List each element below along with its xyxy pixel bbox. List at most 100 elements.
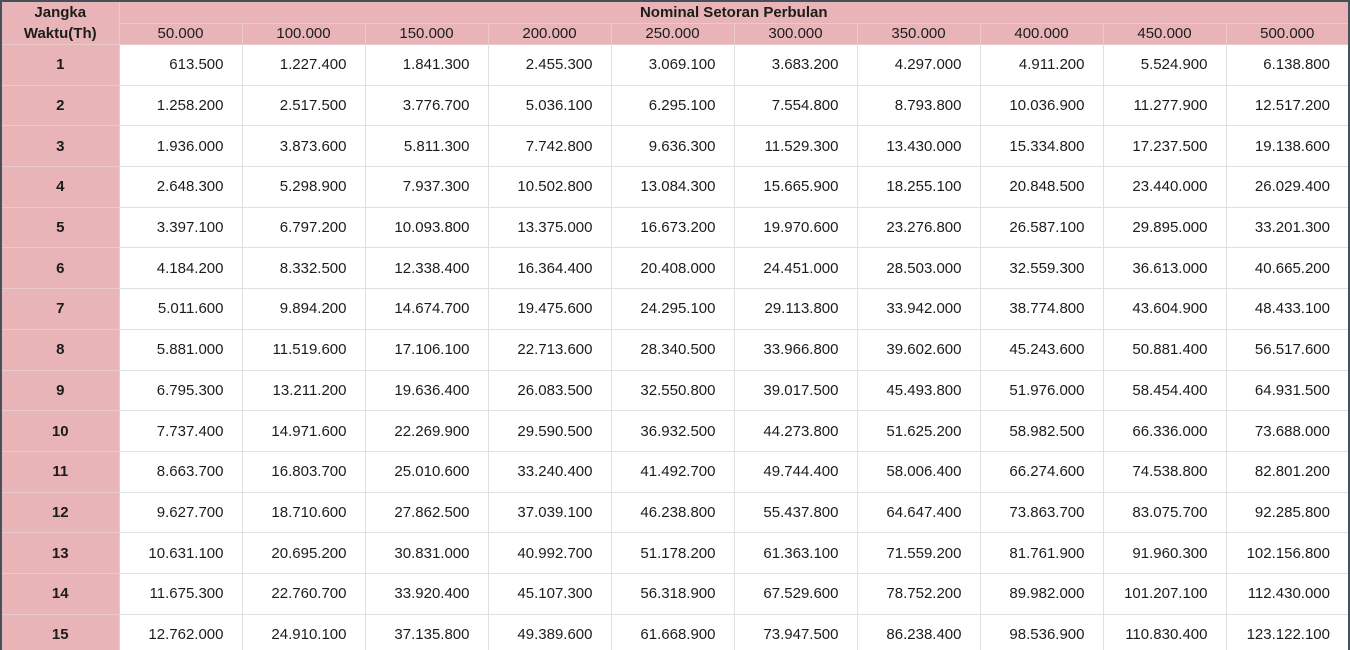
row-label: 5 bbox=[0, 206, 120, 249]
table-row: 6 4.184.200 8.332.500 12.338.400 16.364.400 2… bbox=[0, 247, 1350, 290]
cell-value: 11.519.600 bbox=[241, 328, 366, 371]
cell-value: 29.895.000 bbox=[1102, 206, 1227, 249]
row-label: 7 bbox=[0, 288, 120, 330]
cell-value: 32.550.800 bbox=[610, 369, 735, 412]
column-header: 100.000 bbox=[241, 22, 366, 46]
cell-value: 15.665.900 bbox=[733, 166, 858, 208]
cell-value: 5.298.900 bbox=[241, 166, 366, 208]
row-label: 6 bbox=[0, 247, 120, 290]
row-label: 12 bbox=[0, 491, 120, 534]
cell-value: 19.138.600 bbox=[1225, 125, 1350, 168]
cell-value: 25.010.600 bbox=[364, 450, 489, 493]
cell-value: 33.942.000 bbox=[856, 288, 981, 330]
cell-value: 7.554.800 bbox=[733, 84, 858, 127]
cell-value: 22.713.600 bbox=[487, 328, 612, 371]
group-header-row: Jangka Waktu(Th) Nominal Setoran Perbula… bbox=[0, 0, 1350, 45]
cell-value: 10.036.900 bbox=[979, 84, 1104, 127]
cell-value: 12.517.200 bbox=[1225, 84, 1350, 127]
cell-value: 19.970.600 bbox=[733, 206, 858, 249]
row-label: 10 bbox=[0, 410, 120, 452]
table-row: 10 7.737.400 14.971.600 22.269.900 29.590.50… bbox=[0, 410, 1350, 452]
cell-value: 45.107.300 bbox=[487, 572, 612, 615]
cell-value: 64.931.500 bbox=[1225, 369, 1350, 412]
cell-value: 9.894.200 bbox=[241, 288, 366, 330]
cell-value: 112.430.000 bbox=[1225, 572, 1350, 615]
cell-value: 9.636.300 bbox=[610, 125, 735, 168]
cell-value: 41.492.700 bbox=[610, 450, 735, 493]
cell-value: 37.039.100 bbox=[487, 491, 612, 534]
cell-value: 10.093.800 bbox=[364, 206, 489, 249]
column-header: 50.000 bbox=[118, 22, 243, 46]
cell-value: 1.258.200 bbox=[118, 84, 243, 127]
cell-value: 3.683.200 bbox=[733, 44, 858, 86]
row-label: 11 bbox=[0, 450, 120, 493]
row-label: 15 bbox=[0, 613, 120, 650]
cell-value: 39.602.600 bbox=[856, 328, 981, 371]
cell-value: 20.408.000 bbox=[610, 247, 735, 290]
group-header: Nominal Setoran Perbulan bbox=[118, 0, 1350, 24]
cell-value: 6.138.800 bbox=[1225, 44, 1350, 86]
table-row: 12 9.627.700 18.710.600 27.862.500 37.039.10… bbox=[0, 491, 1350, 534]
table-row: 8 5.881.000 11.519.600 17.106.100 22.713.600… bbox=[0, 328, 1350, 371]
cell-value: 4.184.200 bbox=[118, 247, 243, 290]
cell-value: 81.761.900 bbox=[979, 532, 1104, 574]
column-header: 500.000 bbox=[1225, 22, 1350, 46]
cell-value: 33.966.800 bbox=[733, 328, 858, 371]
cell-value: 10.502.800 bbox=[487, 166, 612, 208]
cell-value: 40.992.700 bbox=[487, 532, 612, 574]
row-label: 13 bbox=[0, 532, 120, 574]
cell-value: 6.795.300 bbox=[118, 369, 243, 412]
cell-value: 26.083.500 bbox=[487, 369, 612, 412]
row-label: 2 bbox=[0, 84, 120, 127]
table-row: 15 12.762.000 24.910.100 37.135.800 49.389.6… bbox=[0, 613, 1350, 650]
cell-value: 33.920.400 bbox=[364, 572, 489, 615]
cell-value: 4.911.200 bbox=[979, 44, 1104, 86]
cell-value: 11.529.300 bbox=[733, 125, 858, 168]
row-label: 14 bbox=[0, 572, 120, 615]
cell-value: 1.936.000 bbox=[118, 125, 243, 168]
cell-value: 33.201.300 bbox=[1225, 206, 1350, 249]
cell-value: 51.625.200 bbox=[856, 410, 981, 452]
cell-value: 6.797.200 bbox=[241, 206, 366, 249]
cell-value: 17.106.100 bbox=[364, 328, 489, 371]
cell-value: 110.830.400 bbox=[1102, 613, 1227, 650]
cell-value: 49.744.400 bbox=[733, 450, 858, 493]
cell-value: 38.774.800 bbox=[979, 288, 1104, 330]
cell-value: 55.437.800 bbox=[733, 491, 858, 534]
cell-value: 5.881.000 bbox=[118, 328, 243, 371]
row-label: 8 bbox=[0, 328, 120, 371]
cell-value: 6.295.100 bbox=[610, 84, 735, 127]
cell-value: 67.529.600 bbox=[733, 572, 858, 615]
table-row: 4 2.648.300 5.298.900 7.937.300 10.502.800 13… bbox=[0, 166, 1350, 208]
cell-value: 4.297.000 bbox=[856, 44, 981, 86]
cell-value: 23.440.000 bbox=[1102, 166, 1227, 208]
cell-value: 5.811.300 bbox=[364, 125, 489, 168]
row-header-title: Jangka Waktu(Th) bbox=[0, 0, 120, 45]
cell-value: 71.559.200 bbox=[856, 532, 981, 574]
cell-value: 12.762.000 bbox=[118, 613, 243, 650]
column-header: 400.000 bbox=[979, 22, 1104, 46]
cell-value: 8.793.800 bbox=[856, 84, 981, 127]
cell-value: 74.538.800 bbox=[1102, 450, 1227, 493]
cell-value: 86.238.400 bbox=[856, 613, 981, 650]
cell-value: 37.135.800 bbox=[364, 613, 489, 650]
table-row: 2 1.258.200 2.517.500 3.776.700 5.036.100 6.2… bbox=[0, 84, 1350, 127]
cell-value: 28.340.500 bbox=[610, 328, 735, 371]
cell-value: 2.455.300 bbox=[487, 44, 612, 86]
cell-value: 82.801.200 bbox=[1225, 450, 1350, 493]
cell-value: 23.276.800 bbox=[856, 206, 981, 249]
column-header: 250.000 bbox=[610, 22, 735, 46]
cell-value: 61.668.900 bbox=[610, 613, 735, 650]
cell-value: 58.454.400 bbox=[1102, 369, 1227, 412]
cell-value: 29.113.800 bbox=[733, 288, 858, 330]
cell-value: 12.338.400 bbox=[364, 247, 489, 290]
cell-value: 91.960.300 bbox=[1102, 532, 1227, 574]
cell-value: 48.433.100 bbox=[1225, 288, 1350, 330]
column-header: 450.000 bbox=[1102, 22, 1227, 46]
cell-value: 24.910.100 bbox=[241, 613, 366, 650]
cell-value: 13.375.000 bbox=[487, 206, 612, 249]
table-row: 9 6.795.300 13.211.200 19.636.400 26.083.500… bbox=[0, 369, 1350, 412]
cell-value: 22.760.700 bbox=[241, 572, 366, 615]
cell-value: 18.255.100 bbox=[856, 166, 981, 208]
cell-value: 27.862.500 bbox=[364, 491, 489, 534]
